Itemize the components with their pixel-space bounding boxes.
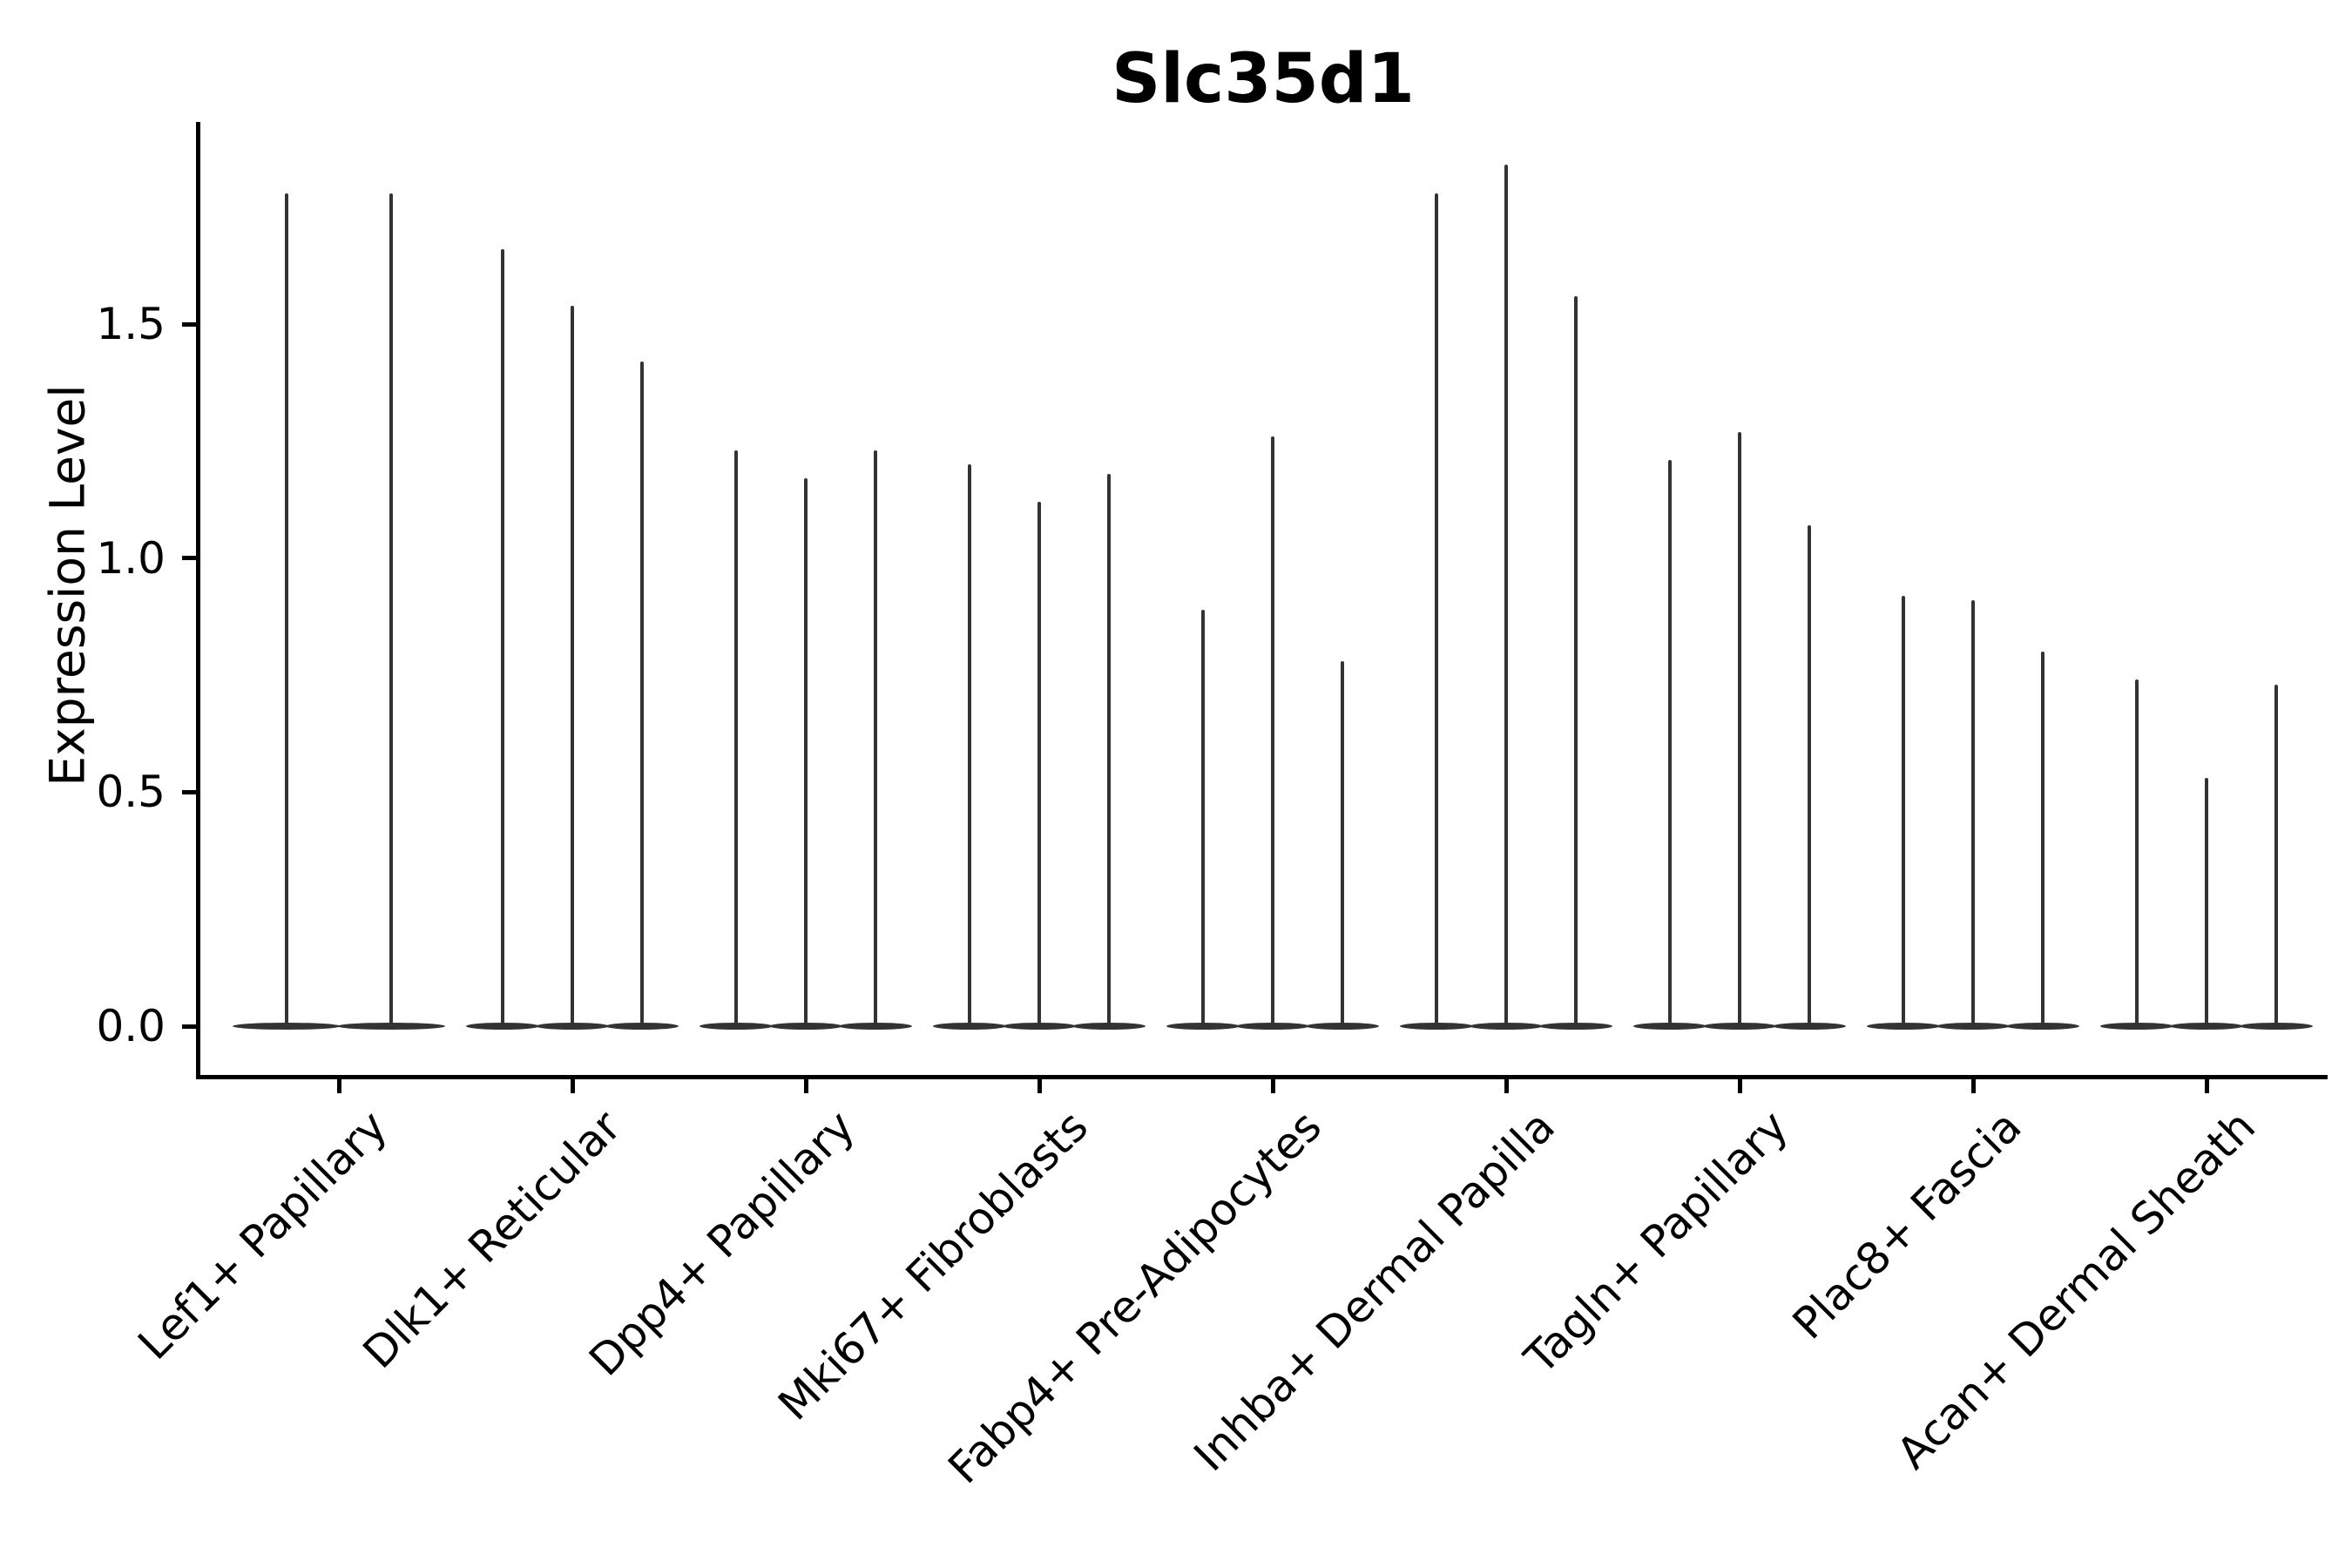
violin-base (605, 1023, 679, 1030)
violin-spike (1971, 600, 1975, 1026)
violin-base (466, 1023, 539, 1030)
violin-base (1166, 1023, 1240, 1030)
violin-base (1936, 1023, 2010, 1030)
violin-spike (1738, 431, 1741, 1026)
y-tick-label: 1.0 (96, 532, 166, 584)
y-tick-label: 0.5 (96, 767, 166, 818)
y-tick-mark (181, 789, 196, 794)
violin-spike (2135, 679, 2139, 1026)
violin-spike (1201, 609, 1205, 1026)
x-tick-mark (1270, 1078, 1275, 1093)
x-tick-label: Tagln+ Papillary (1515, 1100, 1798, 1384)
violin-spike (2041, 652, 2044, 1026)
violin-spike (734, 450, 738, 1026)
chart-title: Slc35d1 (1112, 40, 1415, 118)
violin-spike (501, 249, 504, 1026)
x-tick-label: Lef1+ Papillary (128, 1100, 397, 1369)
violin-spike (1574, 295, 1578, 1026)
violin-base (933, 1023, 1006, 1030)
violin-base (1703, 1023, 1776, 1030)
violin-spike (1504, 165, 1508, 1026)
violin-base (2100, 1023, 2173, 1030)
violin-base (536, 1023, 609, 1030)
x-tick-mark (1737, 1078, 1742, 1093)
violin-spike (640, 362, 644, 1026)
violin-base (2006, 1023, 2079, 1030)
x-tick-mark (803, 1078, 808, 1093)
violin-base (233, 1023, 341, 1030)
violin-base (1867, 1023, 1940, 1030)
violin-base (1773, 1023, 1846, 1030)
x-tick-mark (2204, 1078, 2209, 1093)
x-tick-label: Plac8+ Fascia (1783, 1100, 2031, 1349)
violin-spike (2205, 778, 2208, 1026)
violin-base (1539, 1023, 1612, 1030)
violin-base (337, 1023, 445, 1030)
violin-spike (1037, 502, 1041, 1026)
x-tick-mark (1037, 1078, 1042, 1093)
violin-base (1003, 1023, 1076, 1030)
violin-spike (1435, 193, 1438, 1026)
violin-base (2170, 1023, 2243, 1030)
violin-spike (1808, 525, 1811, 1026)
violin-spike (389, 193, 393, 1026)
violin-base (1470, 1023, 1543, 1030)
x-tick-label: Fabp4+ Pre-Adipocytes (938, 1100, 1331, 1494)
violin-base (700, 1023, 773, 1030)
violin-base (839, 1023, 912, 1030)
violin-spike (1271, 436, 1274, 1026)
violin-base (769, 1023, 842, 1030)
x-tick-label: Dlk1+ Reticular (353, 1100, 631, 1379)
violin-spike (968, 464, 971, 1026)
y-tick-mark (181, 321, 196, 327)
y-tick-mark (181, 556, 196, 561)
x-tick-mark (570, 1078, 575, 1093)
violin-spike (874, 450, 877, 1026)
violin-base (1072, 1023, 1146, 1030)
violin-base (1400, 1023, 1473, 1030)
y-tick-mark (181, 1024, 196, 1029)
violin-spike (1902, 595, 1905, 1026)
violin-spike (2274, 684, 2278, 1026)
violin-spike (804, 478, 808, 1026)
x-axis-spine (195, 1074, 2328, 1079)
violin-base (1306, 1023, 1379, 1030)
x-tick-mark (1970, 1078, 1976, 1093)
violin-base (1236, 1023, 1309, 1030)
violin-base (2240, 1023, 2313, 1030)
violin-spike (285, 193, 288, 1026)
violin-spike (1341, 660, 1344, 1026)
y-tick-label: 1.5 (96, 299, 166, 350)
violin-spike (571, 305, 574, 1026)
y-axis-spine (195, 122, 200, 1079)
x-tick-mark (1504, 1078, 1509, 1093)
y-tick-label: 0.0 (96, 1001, 166, 1051)
violin-spike (1107, 473, 1111, 1026)
x-tick-mark (336, 1078, 341, 1093)
violin-spike (1668, 459, 1672, 1026)
violin-base (1633, 1023, 1707, 1030)
